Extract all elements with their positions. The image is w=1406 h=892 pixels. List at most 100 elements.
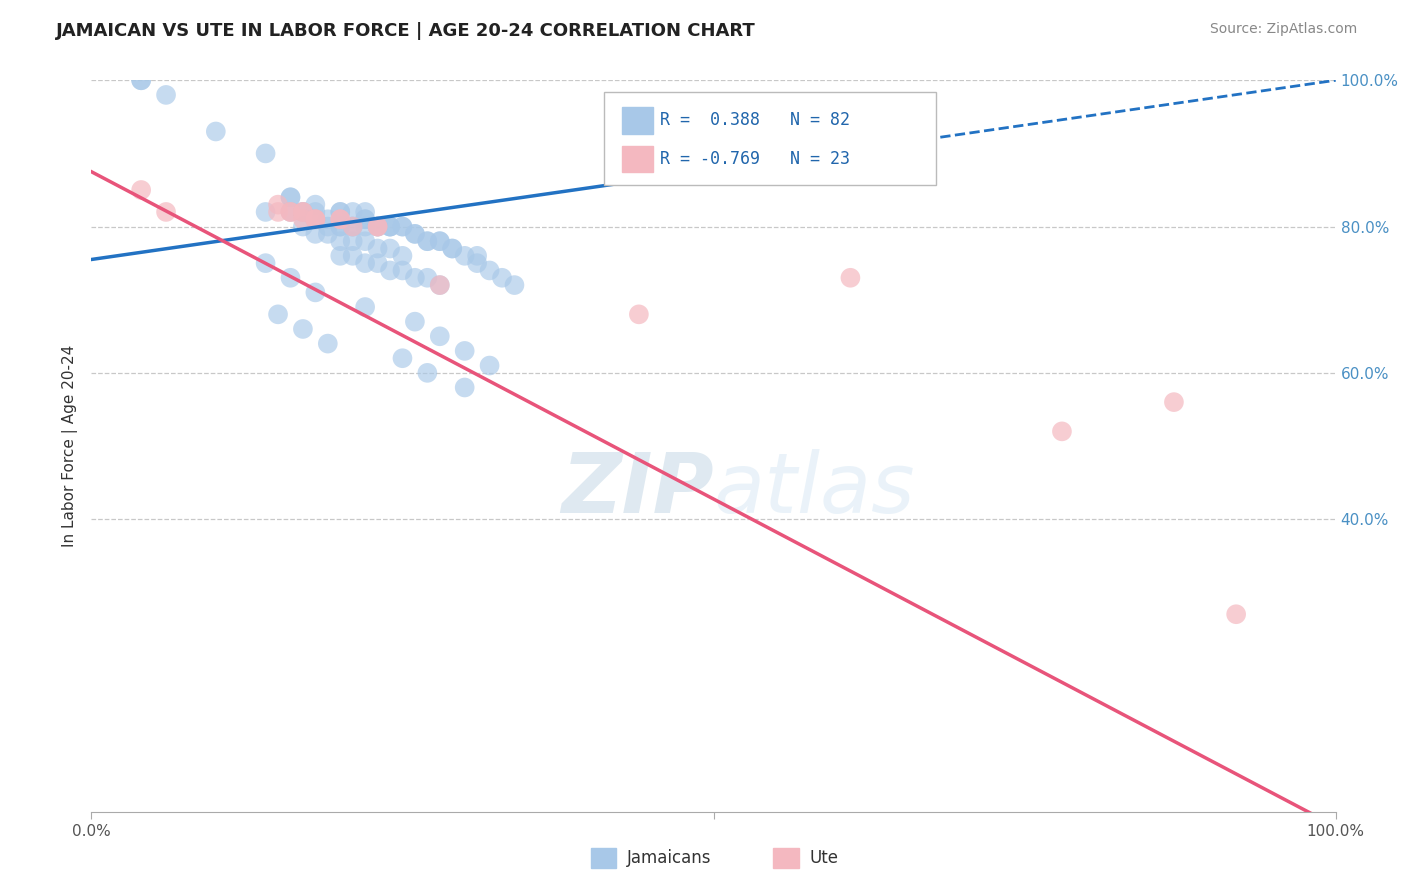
Point (291, 205, 314, 219)
Point (404, 227, 426, 241)
Point (378, 219, 401, 234)
Point (304, 197, 326, 211)
Point (354, 205, 377, 219)
Point (391, 219, 413, 234)
Point (429, 329, 451, 343)
Point (378, 219, 401, 234)
Point (304, 212, 326, 227)
Point (291, 219, 314, 234)
Point (354, 234, 377, 248)
Point (205, 124, 228, 138)
Point (367, 219, 389, 234)
Point (1163, 395, 1185, 409)
Point (291, 205, 314, 219)
Point (329, 249, 352, 263)
Point (304, 285, 326, 300)
Point (367, 219, 389, 234)
Point (354, 300, 377, 314)
Point (329, 219, 352, 234)
Point (391, 219, 413, 234)
Point (129, 73, 152, 87)
Point (329, 205, 352, 219)
Point (254, 256, 277, 270)
Point (280, 190, 302, 204)
Text: ZIP: ZIP (561, 450, 713, 531)
Point (391, 263, 413, 277)
Point (280, 205, 302, 219)
Point (329, 212, 352, 227)
Point (429, 278, 451, 293)
Point (316, 227, 339, 241)
Point (342, 219, 364, 234)
Point (267, 197, 290, 211)
Point (465, 256, 488, 270)
Point (329, 234, 352, 248)
Point (503, 278, 526, 293)
Point (304, 212, 326, 227)
Point (416, 234, 439, 248)
Point (367, 242, 389, 256)
Text: R = -0.769   N = 23: R = -0.769 N = 23 (659, 150, 849, 168)
Point (329, 205, 352, 219)
Text: Ute: Ute (810, 849, 839, 867)
Point (429, 278, 451, 293)
Point (267, 205, 290, 219)
Point (304, 205, 326, 219)
Point (354, 256, 377, 270)
Point (342, 219, 364, 234)
Point (291, 205, 314, 219)
Point (378, 263, 401, 277)
Point (280, 205, 302, 219)
Point (478, 359, 501, 373)
Point (416, 270, 439, 285)
Point (354, 212, 377, 227)
Point (342, 249, 364, 263)
Point (291, 212, 314, 227)
Point (342, 219, 364, 234)
Text: Source: ZipAtlas.com: Source: ZipAtlas.com (1209, 22, 1357, 37)
Point (378, 219, 401, 234)
Point (129, 73, 152, 87)
Point (441, 242, 464, 256)
Point (839, 270, 862, 285)
Point (391, 249, 413, 263)
Point (329, 212, 352, 227)
Point (627, 307, 650, 321)
Point (329, 219, 352, 234)
Point (267, 307, 290, 321)
Text: Jamaicans: Jamaicans (627, 849, 711, 867)
Point (342, 234, 364, 248)
Point (491, 270, 513, 285)
Point (280, 270, 302, 285)
Point (354, 219, 377, 234)
Point (367, 256, 389, 270)
Point (280, 205, 302, 219)
Point (254, 205, 277, 219)
Point (1050, 425, 1073, 439)
Point (453, 343, 475, 358)
Point (404, 270, 426, 285)
Point (441, 242, 464, 256)
Point (378, 242, 401, 256)
Point (291, 205, 314, 219)
Text: R =  0.388   N = 82: R = 0.388 N = 82 (659, 112, 849, 129)
Point (367, 219, 389, 234)
Point (354, 212, 377, 227)
Point (453, 380, 475, 394)
Point (416, 234, 439, 248)
Point (453, 249, 475, 263)
Point (316, 219, 339, 234)
Point (342, 205, 364, 219)
Point (129, 183, 152, 197)
Point (316, 212, 339, 227)
Point (404, 315, 426, 329)
Point (155, 205, 177, 219)
Point (391, 351, 413, 366)
Y-axis label: In Labor Force | Age 20-24: In Labor Force | Age 20-24 (62, 345, 79, 547)
Point (254, 146, 277, 161)
Text: atlas: atlas (713, 450, 915, 531)
Point (316, 336, 339, 351)
Point (1225, 607, 1247, 622)
Text: JAMAICAN VS UTE IN LABOR FORCE | AGE 20-24 CORRELATION CHART: JAMAICAN VS UTE IN LABOR FORCE | AGE 20-… (56, 22, 756, 40)
Point (416, 366, 439, 380)
